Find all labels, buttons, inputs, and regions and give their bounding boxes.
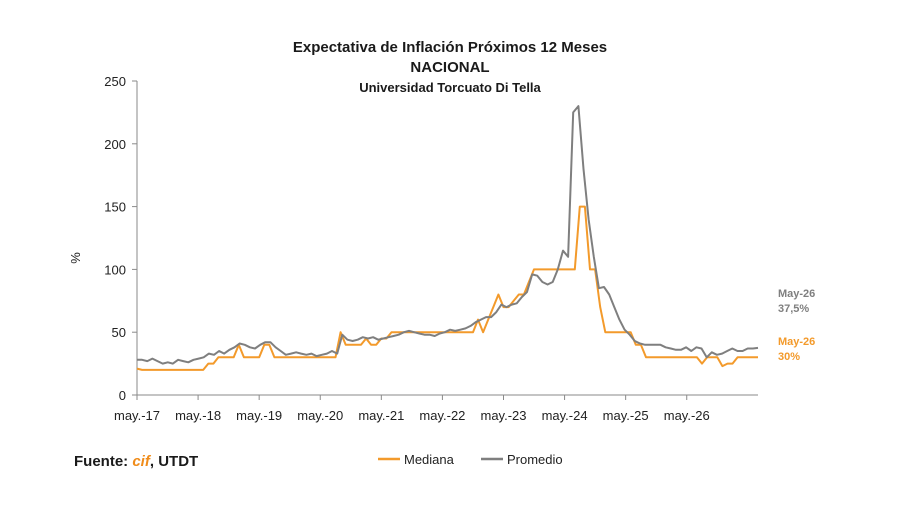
y-tick-labels: 0 50 100 150 200 250 — [104, 74, 126, 403]
series-line-mediana — [136, 205, 758, 371]
series-line-promedio — [137, 105, 759, 365]
x-tick-label: may.-18 — [175, 408, 221, 423]
x-tick-label: may.-17 — [114, 408, 160, 423]
x-tick-label: may.-22 — [419, 408, 465, 423]
x-tick-label: may.-25 — [603, 408, 649, 423]
series-lines — [136, 105, 759, 371]
y-tick-label: 0 — [119, 388, 126, 403]
source-prefix: Fuente: — [74, 453, 133, 470]
x-tick-label: may.-20 — [297, 408, 343, 423]
y-axis-label: % — [68, 252, 83, 264]
chart-subtitle-2: Universidad Torcuato Di Tella — [359, 80, 541, 95]
annotation-promedio-value: 37,5% — [778, 303, 809, 315]
axes — [132, 80, 758, 400]
y-tick-label: 150 — [104, 200, 126, 215]
annotation-mediana-value: 30% — [778, 351, 800, 363]
source-cif: cif — [132, 453, 150, 470]
chart-subtitle: NACIONAL — [410, 59, 490, 76]
y-tick-label: 50 — [112, 325, 126, 340]
legend-label-mediana: Mediana — [404, 452, 455, 467]
source-note: Fuente: cif, UTDT — [74, 453, 198, 470]
legend-label-promedio: Promedio — [507, 452, 563, 467]
y-tick-label: 200 — [104, 137, 126, 152]
x-tick-label: may.-19 — [236, 408, 282, 423]
x-tick-labels: may.-17 may.-18 may.-19 may.-20 may.-21 may.-… — [114, 408, 710, 423]
annotation-mediana-label: May-26 — [778, 336, 815, 348]
x-tick-label: may.-24 — [542, 408, 588, 423]
legend: Mediana Promedio — [378, 452, 563, 467]
y-tick-label: 250 — [104, 74, 126, 89]
y-tick-label: 100 — [104, 262, 126, 277]
annotation-promedio-label: May-26 — [778, 288, 815, 300]
chart-title: Expectativa de Inflación Próximos 12 Mes… — [292, 39, 608, 56]
x-tick-label: may.-26 — [664, 408, 710, 423]
chart-titles: Expectativa de Inflación Próximos 12 Mes… — [0, 38, 900, 98]
end-annotations: May-26 37,5% May-26 30% — [778, 288, 815, 363]
x-tick-label: may.-23 — [480, 408, 526, 423]
x-tick-label: may.-21 — [358, 408, 404, 423]
source-suffix: , UTDT — [149, 453, 199, 470]
